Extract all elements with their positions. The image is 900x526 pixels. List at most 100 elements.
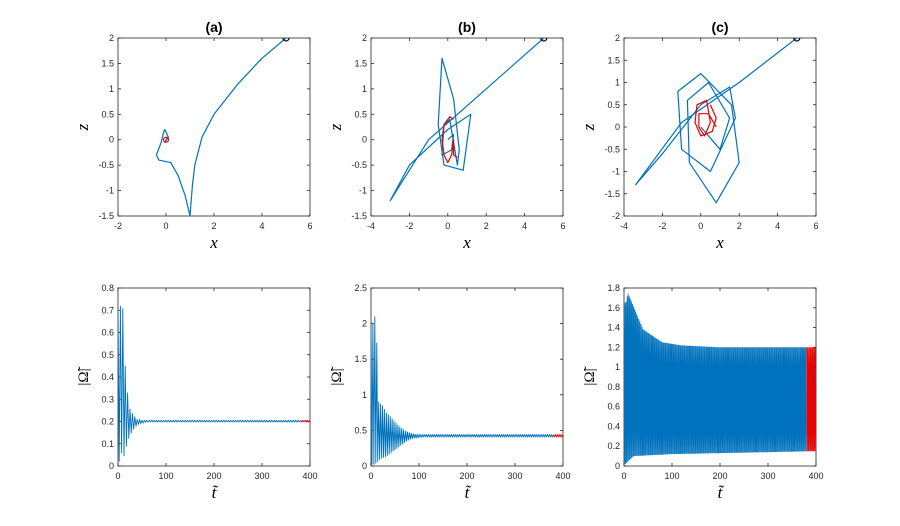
x-tick-label: 0 [445, 221, 450, 231]
x-tick-label: 200 [206, 471, 221, 481]
x-tick-label: -2 [114, 221, 122, 231]
x-tick-label: 4 [522, 221, 527, 231]
y-tick-label: 0.2 [607, 441, 620, 451]
y-tick-label: 1.8 [607, 283, 620, 293]
y-tick-label: 1 [362, 390, 367, 400]
x-tick-label: -2 [405, 221, 413, 231]
trajectory-curve [389, 38, 545, 202]
x-tick-label: 400 [302, 471, 317, 481]
x-tick-label: 100 [411, 471, 426, 481]
panel-b-time-plot: 0 100 200 300 400 0 0.5 1 1.5 2 2.5 t̃ |Ω̃| [329, 283, 571, 502]
x-tick-label: 100 [664, 471, 679, 481]
x-tick-label: 2 [211, 221, 216, 231]
x-tick-label: 0 [621, 471, 626, 481]
y-tick-label: 0.6 [101, 328, 114, 338]
x-tick-label: 200 [712, 471, 727, 481]
attractor-segment [552, 433, 563, 438]
y-tick-label: 0.5 [607, 100, 620, 110]
initial-point-marker [793, 38, 801, 42]
x-axis-label: t̃ [718, 483, 725, 502]
y-tick-label: 0.7 [101, 305, 114, 315]
y-axis-label: |Ω̃| [76, 366, 92, 385]
x-axis-label: x [462, 233, 471, 252]
attractor-curve [441, 116, 458, 164]
plot-area [624, 293, 816, 465]
y-tick-label: 1 [109, 84, 114, 94]
plot-area [118, 305, 310, 462]
time-series-curve [624, 293, 807, 465]
plot-frame [117, 287, 311, 467]
y-tick-label: 0.8 [607, 382, 620, 392]
x-tick-label: 100 [158, 471, 173, 481]
y-tick-label: 1.5 [607, 55, 620, 65]
y-tick-label: -1 [359, 186, 367, 196]
y-tick-label: -1.5 [98, 211, 114, 221]
y-tick-label: 1 [615, 78, 620, 88]
panel-title: (c) [711, 19, 728, 35]
x-tick-label: 300 [254, 471, 269, 481]
y-tick-label: 0 [615, 122, 620, 132]
time-series-curve [371, 316, 554, 465]
time-series-curve [118, 305, 301, 462]
y-tick-label: 2 [615, 33, 620, 43]
y-tick-label: 0.5 [354, 425, 367, 435]
y-tick-label: 0.8 [101, 283, 114, 293]
y-tick-label: 2 [362, 33, 367, 43]
plot-area [155, 38, 290, 216]
y-tick-label: 0.4 [101, 372, 114, 382]
attractor-segment [806, 347, 816, 452]
y-tick-label: -1 [612, 167, 620, 177]
x-axis-label: t̃ [465, 483, 472, 502]
x-tick-label: 6 [813, 221, 818, 231]
plot-area [634, 38, 801, 204]
y-axis-label: z [579, 123, 598, 131]
x-axis-label: t̃ [212, 483, 219, 502]
y-tick-label: 0.5 [101, 350, 114, 360]
x-tick-label: 4 [775, 221, 780, 231]
y-tick-label: -1 [106, 186, 114, 196]
y-tick-label: 1.5 [101, 58, 114, 68]
y-axis-label: |Ω̃| [582, 366, 598, 385]
y-tick-label: 0 [362, 135, 367, 145]
y-tick-label: 0 [109, 461, 114, 471]
y-axis-label: z [73, 123, 92, 131]
y-tick-label: 0.5 [354, 109, 367, 119]
plot-frame [370, 37, 564, 217]
panel-title: (a) [205, 19, 222, 35]
y-tick-label: 0.6 [607, 402, 620, 412]
x-tick-label: -2 [658, 221, 666, 231]
plot-frame [623, 37, 817, 217]
y-tick-label: 1.2 [607, 342, 620, 352]
y-tick-label: 1 [615, 362, 620, 372]
y-tick-label: -1.5 [604, 189, 620, 199]
x-tick-label: 2 [484, 221, 489, 231]
attractor-curve [694, 99, 717, 137]
x-tick-label: 4 [259, 221, 264, 231]
y-tick-label: 0.3 [101, 394, 114, 404]
x-tick-label: 2 [737, 221, 742, 231]
x-tick-label: 300 [760, 471, 775, 481]
panel-a-time-plot: 0 100 200 300 400 0 0.1 0.2 0.3 0.4 0.5 0.6 0.7 0.8 t̃… [76, 283, 318, 502]
y-tick-label: -0.5 [604, 144, 620, 154]
x-axis-label: x [715, 233, 724, 252]
y-tick-label: -0.5 [98, 160, 114, 170]
x-tick-label: 0 [698, 221, 703, 231]
x-tick-label: -4 [620, 221, 628, 231]
y-tick-label: 2.5 [354, 283, 367, 293]
y-tick-label: 0 [362, 461, 367, 471]
y-tick-label: 1.4 [607, 323, 620, 333]
initial-point-marker [282, 38, 290, 42]
panel-c-time-plot: 0 100 200 300 400 0 0.2 0.4 0.6 0.8 1 1.2 1.4 1.6 1.8 t… [582, 283, 824, 502]
panel-c-phase-plot: -4 -2 0 2 4 6-2-1.5-1-0.500.511.52(c)xz [579, 19, 819, 252]
x-tick-label: 400 [808, 471, 823, 481]
plot-frame [370, 287, 564, 467]
plot-area [389, 38, 548, 202]
panel-b-phase-plot: -4 -2 0 2 4 6 -1.5 -1 -0.5 0 0.5 1 1.5 2 (b) x z [326, 19, 566, 252]
x-axis-label: x [209, 233, 218, 252]
y-tick-label: 2 [362, 319, 367, 329]
x-tick-label: 6 [307, 221, 312, 231]
panel-a-phase-plot: -2 0 2 4 6 -1.5 -1 -0.5 0 0.5 1 1.5 2 (a) x z [73, 19, 313, 252]
y-tick-label: -0.5 [351, 160, 367, 170]
attractor-segment [300, 419, 310, 423]
attractor-point [162, 136, 170, 143]
